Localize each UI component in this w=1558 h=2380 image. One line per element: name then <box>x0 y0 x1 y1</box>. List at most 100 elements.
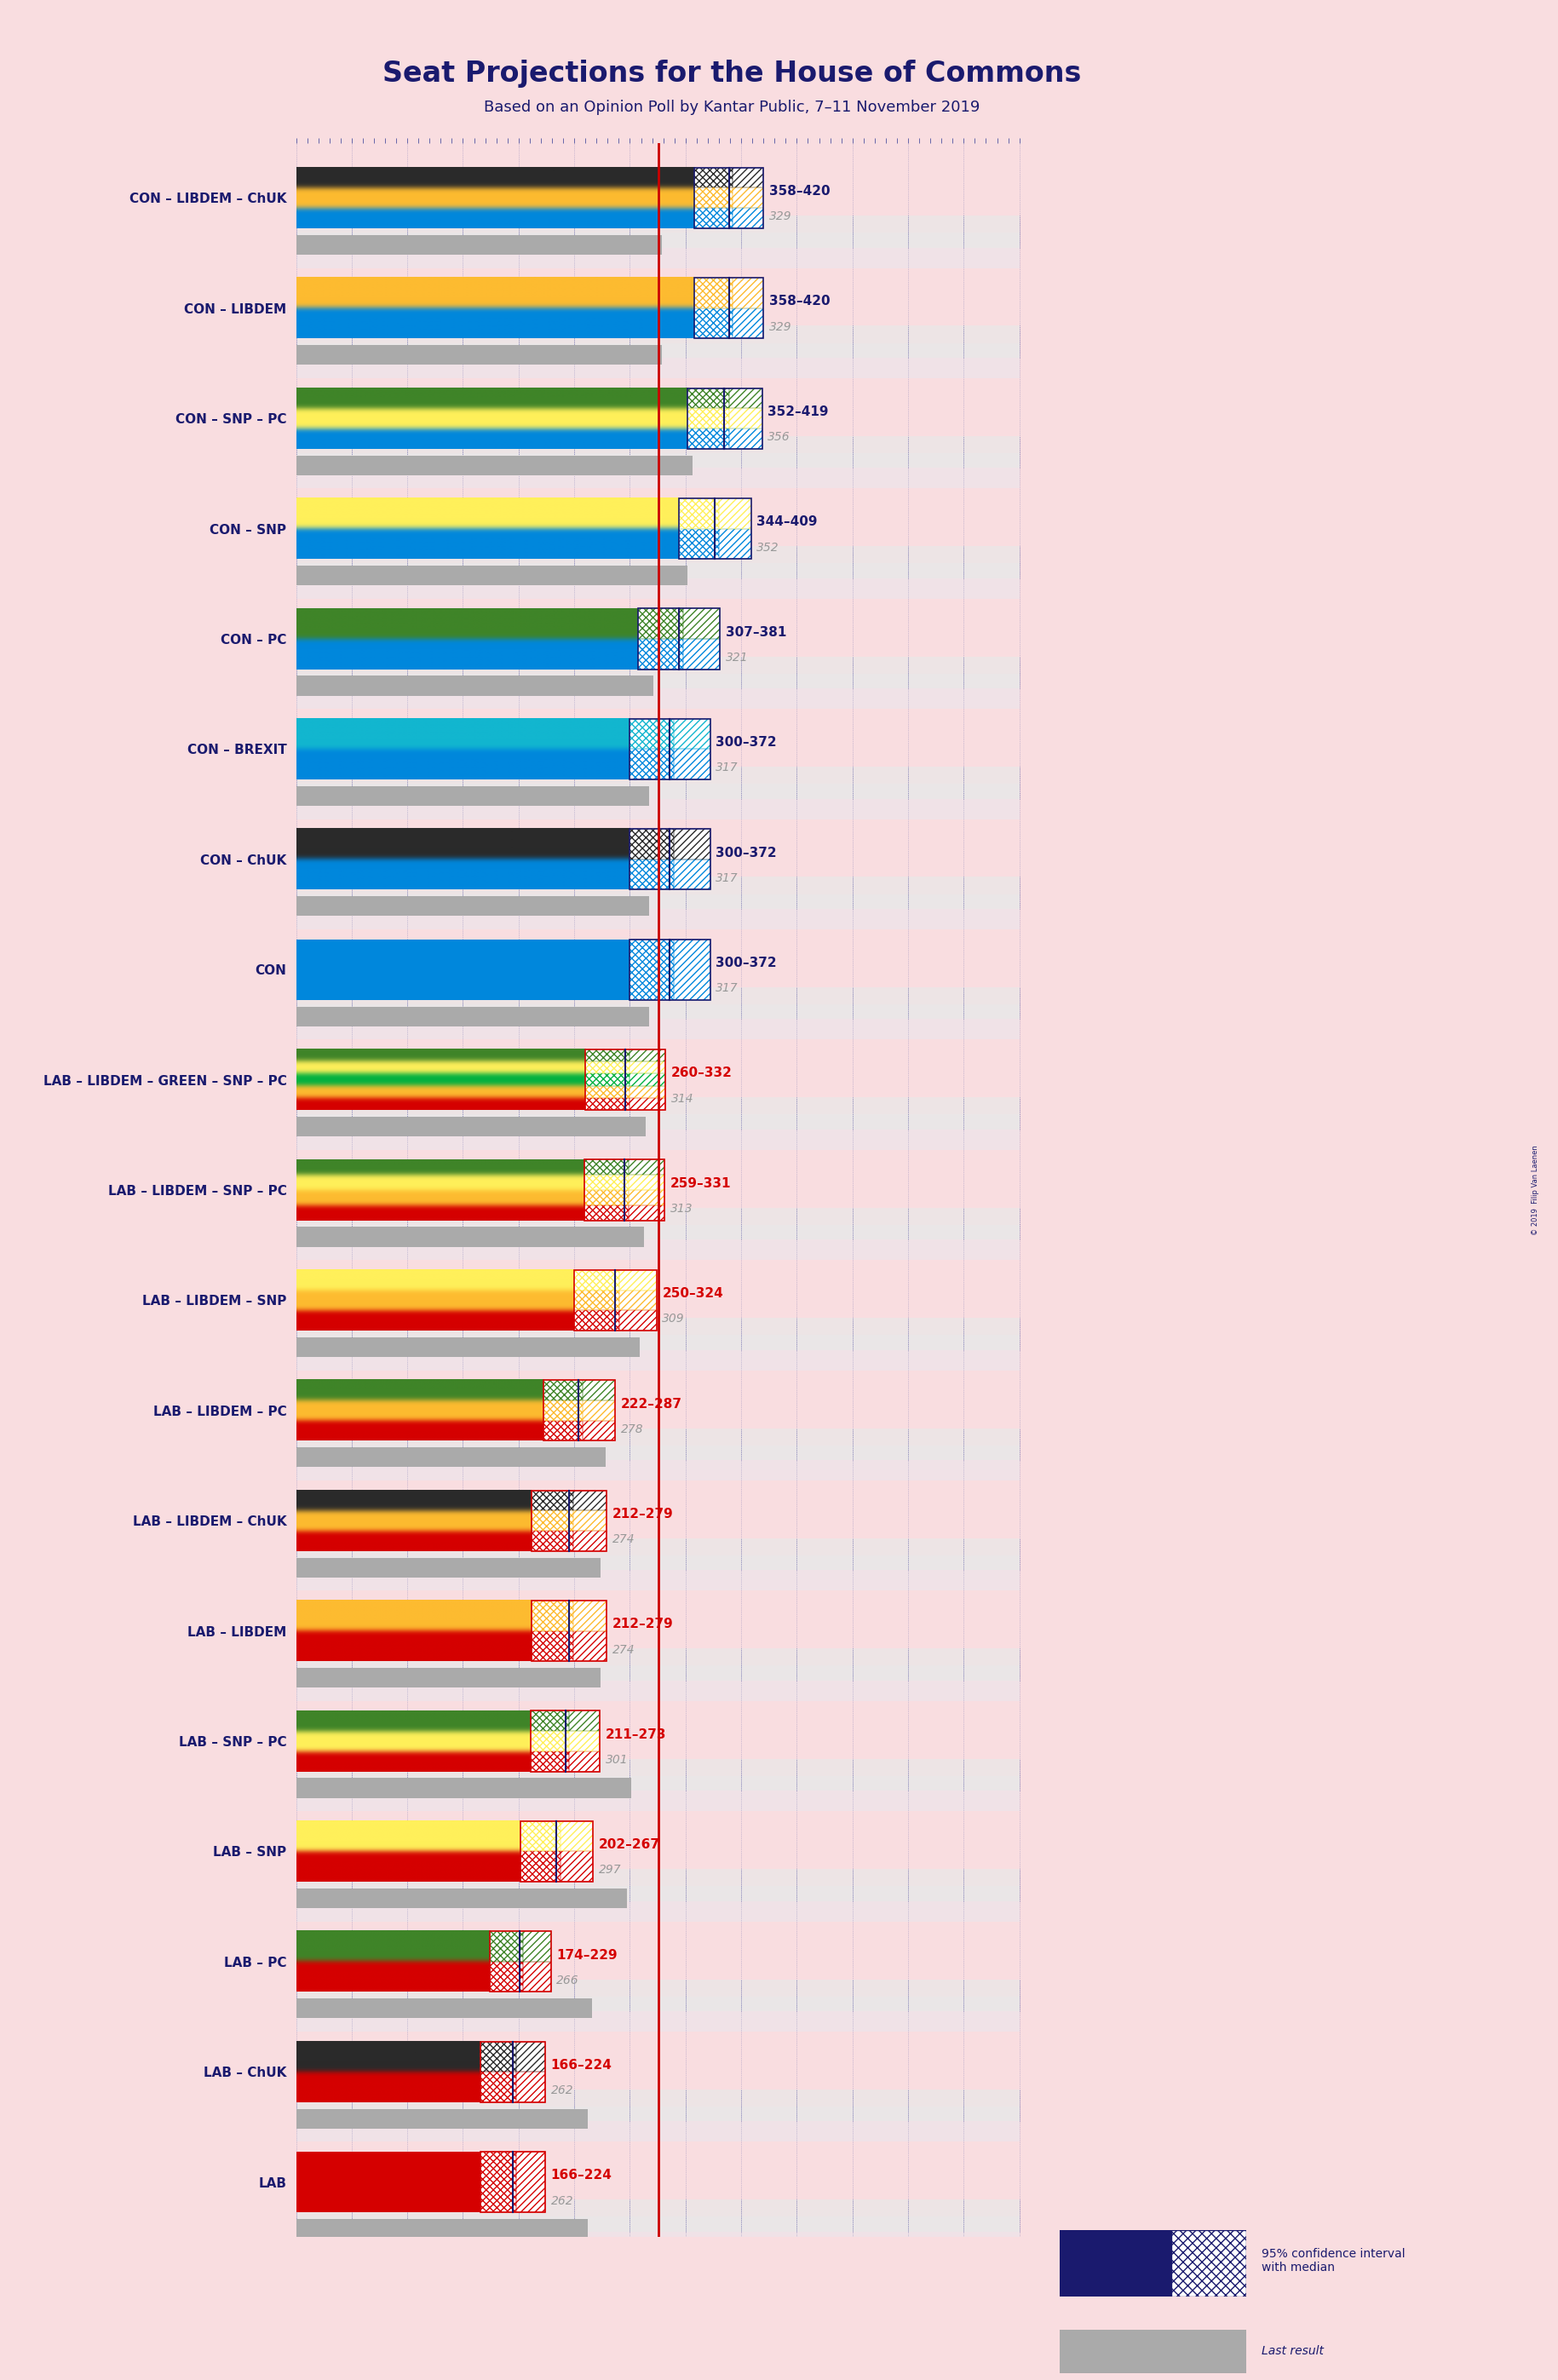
Bar <box>561 1821 594 1852</box>
Bar <box>695 207 732 228</box>
Bar <box>620 1271 656 1290</box>
Bar <box>583 1399 615 1421</box>
Bar <box>682 609 720 638</box>
Bar <box>481 2152 516 2213</box>
Bar <box>732 188 763 207</box>
Bar <box>575 1271 620 1290</box>
Bar <box>695 167 732 188</box>
Bar <box>296 1557 1019 1590</box>
Bar <box>296 1759 1019 1790</box>
Bar <box>531 1511 573 1530</box>
Bar <box>675 750 710 778</box>
Bar <box>531 1602 606 1661</box>
Text: 222–287: 222–287 <box>622 1397 682 1411</box>
Bar <box>296 1338 640 1357</box>
Bar <box>296 2216 1019 2251</box>
Bar <box>1059 2230 1172 2297</box>
Bar <box>296 1668 601 1687</box>
Bar <box>583 1380 615 1399</box>
Text: 307–381: 307–381 <box>726 626 787 638</box>
Bar <box>584 1176 628 1190</box>
Bar <box>296 566 687 585</box>
Bar <box>481 2042 516 2073</box>
Bar <box>729 428 762 450</box>
Bar <box>629 828 710 890</box>
Bar <box>544 1421 583 1440</box>
Bar <box>516 2152 545 2213</box>
Bar <box>520 1821 561 1852</box>
Bar <box>629 719 675 750</box>
Bar <box>679 528 718 559</box>
Bar <box>687 409 729 428</box>
Bar <box>544 1421 583 1440</box>
Bar <box>296 2152 481 2213</box>
Bar <box>629 940 675 1000</box>
Bar <box>296 876 1019 909</box>
Bar <box>695 167 763 228</box>
Bar <box>695 307 732 338</box>
Bar <box>296 1319 1019 1349</box>
Bar <box>481 2073 516 2102</box>
Text: 166–224: 166–224 <box>552 2059 612 2071</box>
Text: 358–420: 358–420 <box>770 186 830 198</box>
Bar <box>296 1885 1019 1921</box>
Bar <box>732 207 763 228</box>
Bar <box>679 497 718 528</box>
Bar <box>296 1007 648 1026</box>
Bar <box>687 388 729 409</box>
Bar <box>586 1073 629 1085</box>
Bar <box>629 859 675 890</box>
Bar <box>675 719 710 750</box>
Bar <box>629 1061 665 1073</box>
Bar <box>687 388 729 409</box>
Text: 274: 274 <box>612 1533 634 1545</box>
Bar <box>620 1311 656 1330</box>
Bar <box>586 1097 629 1109</box>
Bar <box>531 1752 569 1771</box>
Bar <box>296 1335 1019 1371</box>
Bar <box>586 1085 629 1097</box>
Bar <box>296 236 662 255</box>
Bar <box>629 1085 665 1097</box>
Text: 309: 309 <box>662 1314 686 1326</box>
Bar <box>531 1730 569 1752</box>
Bar <box>629 1085 665 1097</box>
Bar <box>296 940 629 1000</box>
Text: 250–324: 250–324 <box>662 1288 723 1299</box>
Bar <box>296 2218 587 2240</box>
Bar <box>584 1204 628 1221</box>
Bar <box>637 609 682 638</box>
Text: 266: 266 <box>556 1975 580 1987</box>
Bar <box>296 455 692 476</box>
Bar <box>296 1114 1019 1150</box>
Bar <box>296 343 1019 378</box>
Bar <box>531 1490 573 1511</box>
Bar <box>296 1537 1019 1571</box>
Bar <box>695 207 732 228</box>
Bar <box>296 233 1019 269</box>
Bar <box>620 1271 656 1290</box>
Bar <box>586 1097 629 1109</box>
Text: 297: 297 <box>598 1864 622 1875</box>
Bar <box>629 719 710 778</box>
Bar <box>531 1511 573 1530</box>
Bar <box>296 1207 1019 1240</box>
Bar <box>687 428 729 450</box>
Bar <box>296 785 648 807</box>
Bar <box>732 207 763 228</box>
Bar <box>675 859 710 890</box>
Text: 262: 262 <box>552 2085 573 2097</box>
Bar <box>583 1399 615 1421</box>
Bar <box>573 1530 606 1552</box>
Bar <box>544 1399 583 1421</box>
Bar <box>569 1711 600 1730</box>
Bar <box>516 2042 545 2073</box>
Text: 300–372: 300–372 <box>715 847 776 859</box>
Bar <box>531 1730 569 1752</box>
Bar <box>583 1421 615 1440</box>
Bar <box>481 2042 516 2073</box>
Bar <box>573 1630 606 1661</box>
Text: 260–332: 260–332 <box>671 1066 732 1081</box>
Text: Last result: Last result <box>1262 2344 1324 2359</box>
Text: 344–409: 344–409 <box>757 516 818 528</box>
